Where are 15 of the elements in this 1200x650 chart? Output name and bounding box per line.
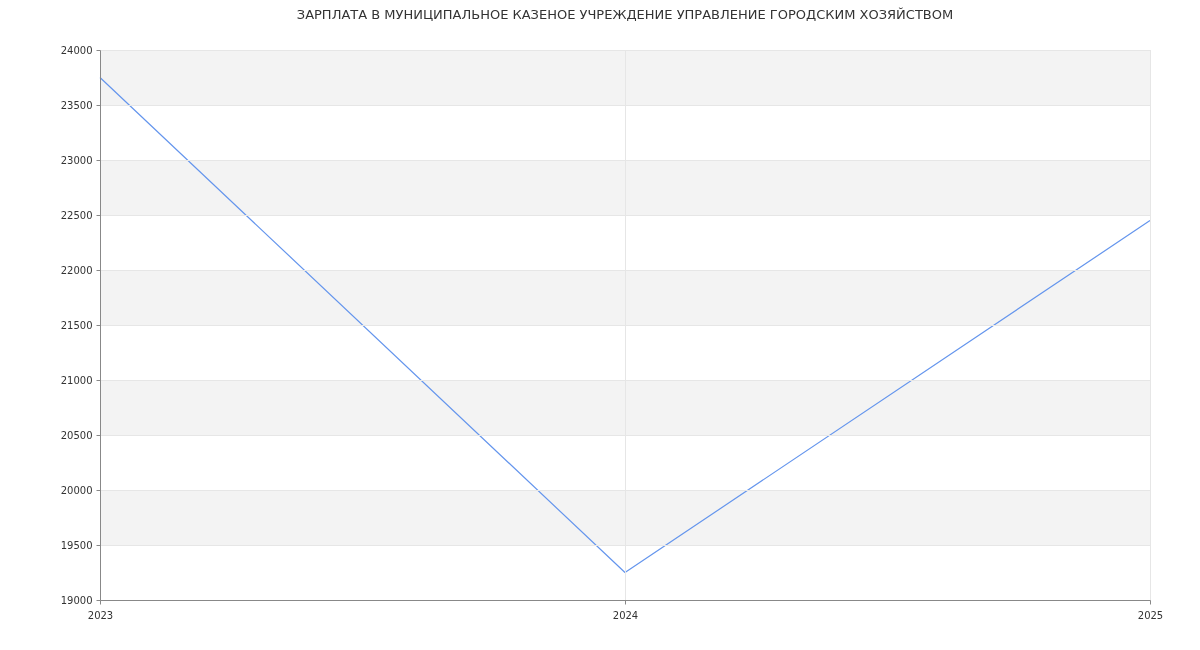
chart-title: ЗАРПЛАТА В МУНИЦИПАЛЬНОЕ КАЗЕНОЕ УЧРЕЖДЕНИЕ УПРАВЛЕНИЕ ГОРОДСКИМ ХОЗЯЙСТВОМ (296, 7, 954, 22)
y-tick-label: 21000 (60, 374, 93, 386)
y-tick-label: 20000 (60, 484, 93, 496)
y-tick-label: 23500 (60, 99, 93, 111)
y-tick-label: 20500 (60, 429, 93, 441)
y-tick-label: 19500 (60, 539, 93, 551)
y-tick-label: 23000 (60, 154, 93, 166)
x-tick-label: 2025 (1137, 609, 1164, 621)
y-tick-label: 22500 (60, 209, 93, 221)
y-tick-label: 22000 (60, 264, 93, 276)
y-tick-label: 19000 (60, 594, 93, 606)
x-tick-label: 2023 (87, 609, 114, 621)
y-tick-label: 21500 (60, 319, 93, 331)
y-tick-label: 24000 (60, 44, 93, 56)
x-tick-label: 2024 (612, 609, 639, 621)
